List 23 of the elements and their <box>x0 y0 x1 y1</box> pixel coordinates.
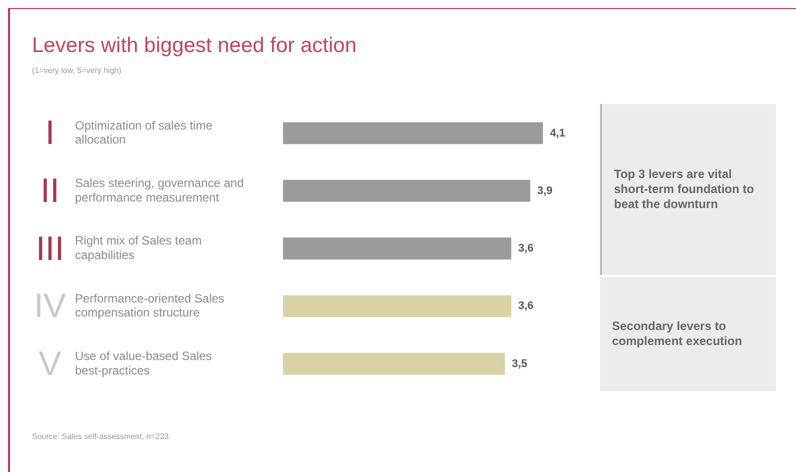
bar <box>283 238 512 260</box>
bar <box>283 295 512 318</box>
y-tick-label: Optimization of sales time allocation <box>75 118 213 147</box>
text: III <box>34 230 66 268</box>
y-tick-label: Performance-oriented Sales compensation structure <box>75 291 224 320</box>
text: Top 3 levers are vital short-term foundation to beat the downturn <box>600 104 776 276</box>
data-label: 3,5 <box>512 358 528 370</box>
bar <box>283 122 543 144</box>
text: (1=very low, 5=very high) <box>32 66 122 75</box>
bar <box>283 352 505 375</box>
y-tick-label: Right mix of Sales team capabilities <box>75 234 202 262</box>
chart-title: Levers with biggest need for action <box>32 34 357 58</box>
data-label: 3,9 <box>537 184 553 197</box>
y-tick-label: Use of value-based Sales best-practices <box>75 348 212 378</box>
data-label: 3,6 <box>518 300 534 312</box>
text: Secondary levers to complement execution <box>600 277 776 391</box>
text: II <box>40 172 60 210</box>
bar <box>283 180 530 202</box>
y-tick-label: Sales steering, governance and performance measurement <box>75 176 244 204</box>
data-label: 4,1 <box>550 127 566 140</box>
text: I <box>44 114 56 152</box>
data-label: 3,6 <box>518 242 534 255</box>
source-note: Source: Sales self-assessment, n=223. <box>32 432 171 441</box>
